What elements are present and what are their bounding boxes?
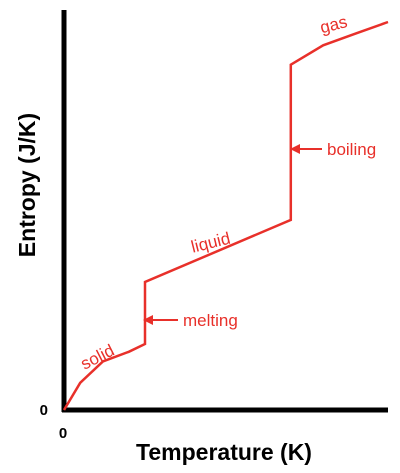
phase-label-gas: gas <box>318 12 349 37</box>
y-tick-label-0: 0 <box>40 402 48 419</box>
phase-label-solid: solid <box>78 341 118 374</box>
y-axis-label: Entropy (J/K) <box>14 113 40 257</box>
entropy-curve <box>62 20 389 411</box>
phase-label-liquid: liquid <box>189 229 232 257</box>
x-axis-label: Temperature (K) <box>136 439 312 465</box>
melting-annotation: melting <box>143 311 238 330</box>
boiling-arrow-head <box>290 144 300 154</box>
melting-arrow-head <box>143 315 153 325</box>
boiling-annotation: boiling <box>290 140 376 159</box>
melting-label: melting <box>183 311 238 330</box>
x-tick-label-0: 0 <box>59 425 67 442</box>
boiling-label: boiling <box>327 140 376 159</box>
